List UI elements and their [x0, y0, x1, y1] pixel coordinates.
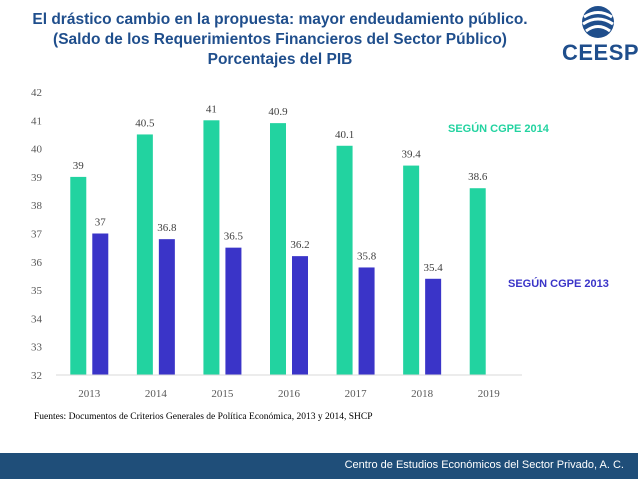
bar-cgpe-2014-2015 [203, 120, 220, 375]
title-line-2: (Saldo de los Requerimientos Financieros… [53, 31, 507, 48]
chart-title: El drástico cambio en la propuesta: mayo… [0, 10, 560, 70]
bar-cgpe-2014-2017 [336, 145, 353, 375]
data-label: 39.4 [402, 149, 422, 161]
data-label: 36.5 [224, 231, 244, 243]
x-tick-label: 2018 [411, 388, 434, 400]
data-label: 37 [95, 217, 107, 229]
ceesp-logo: CEESP [562, 4, 638, 66]
logo-text: CEESP [562, 40, 638, 65]
y-tick-label: 41 [31, 115, 42, 127]
data-label: 36.2 [290, 239, 309, 251]
data-label: 39 [73, 160, 85, 172]
series-label-cgpe-2013: SEGÚN CGPE 2013 [508, 277, 609, 290]
bars: 39 37 40.5 36.8 41 36.5 40.9 36.2 40.1 35.8 39.4 35… [70, 103, 488, 375]
y-tick-label: 38 [31, 200, 43, 212]
y-tick-label: 40 [31, 144, 43, 156]
x-tick-label: 2016 [278, 388, 301, 400]
data-label: 40.5 [135, 117, 155, 129]
x-tick-label: 2013 [78, 388, 101, 400]
y-tick-label: 34 [31, 313, 43, 325]
y-tick-label: 39 [31, 172, 43, 184]
y-tick-label: 42 [31, 87, 42, 99]
footer-bar: Centro de Estudios Económicos del Sector… [0, 453, 638, 479]
bar-cgpe-2014-2018 [403, 165, 420, 375]
data-label: 38.6 [468, 171, 488, 183]
bar-cgpe-2013-2015 [225, 247, 242, 375]
bar-cgpe-2013-2016 [292, 256, 308, 375]
bar-cgpe-2014-2013 [70, 176, 87, 375]
y-tick-label: 36 [31, 257, 43, 269]
footer-text: Centro de Estudios Económicos del Sector… [344, 459, 624, 471]
x-tick-label: 2017 [345, 388, 368, 400]
x-tick-label: 2014 [145, 388, 168, 400]
x-axis: 2013 2014 2015 2016 2017 2018 2019 [56, 374, 522, 400]
title-line-1: El drástico cambio en la propuesta: mayo… [32, 11, 528, 28]
y-axis: 32 33 34 35 36 37 38 39 40 41 42 [31, 87, 43, 382]
bar-cgpe-2013-2017 [358, 267, 375, 375]
ceesp-logo-icon [582, 6, 614, 38]
data-label: 40.1 [335, 129, 354, 141]
bar-chart: 32 33 34 35 36 37 38 39 40 41 42 39 37 40.5 36.8 41 36.… [31, 87, 609, 400]
bar-cgpe-2013-2014 [158, 239, 175, 375]
series-label-cgpe-2014: SEGÚN CGPE 2014 [448, 122, 550, 135]
bar-cgpe-2013-2013 [92, 233, 109, 375]
y-tick-label: 37 [31, 229, 43, 241]
data-label: 36.8 [157, 222, 177, 234]
data-label: 35.4 [424, 262, 444, 274]
title-line-3: Porcentajes del PIB [207, 51, 353, 68]
bar-cgpe-2014-2014 [136, 134, 153, 375]
y-tick-label: 33 [31, 342, 43, 354]
x-tick-label: 2015 [211, 388, 234, 400]
bar-cgpe-2013-2018 [425, 278, 442, 375]
data-label: 35.8 [357, 250, 377, 262]
bar-cgpe-2014-2016 [270, 123, 286, 375]
data-label: 40.9 [268, 106, 288, 118]
data-label: 41 [206, 103, 217, 115]
source-note: Fuentes: Documentos de Criterios General… [34, 412, 373, 422]
x-tick-label: 2019 [478, 388, 501, 400]
y-tick-label: 35 [31, 285, 43, 297]
bar-cgpe-2014-2019 [469, 188, 486, 375]
y-tick-label: 32 [31, 370, 42, 382]
